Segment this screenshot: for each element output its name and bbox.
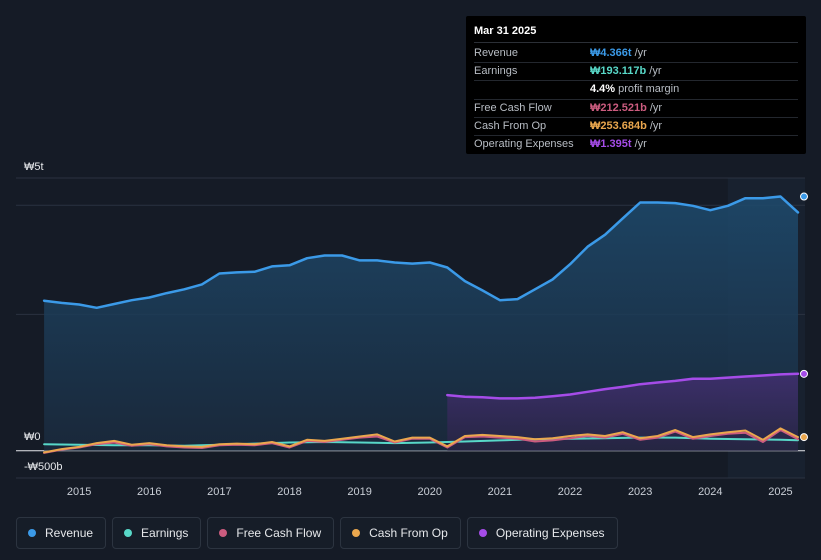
x-tick-label: 2016 bbox=[137, 486, 161, 498]
x-tick-label: 2020 bbox=[418, 486, 442, 498]
cash-from-op-line bbox=[43, 427, 799, 454]
x-tick-label: 2024 bbox=[698, 486, 722, 498]
series-lines bbox=[42, 195, 800, 454]
revenue-dot-icon bbox=[28, 529, 36, 537]
tooltip-label: Free Cash Flow bbox=[474, 101, 552, 114]
tooltip-row-earnings: Earnings ₩193.117b /yr bbox=[474, 63, 798, 82]
free-cash-flow-line bbox=[43, 429, 799, 454]
cash-from-op-endpoint bbox=[800, 433, 808, 442]
series-endpoints bbox=[800, 192, 808, 442]
y-axis-bottom-label: -₩500b bbox=[24, 461, 63, 473]
x-tick-label: 2021 bbox=[488, 486, 512, 498]
earnings-dot-icon bbox=[124, 529, 133, 537]
legend-label: Revenue bbox=[45, 526, 94, 540]
x-tick-label: 2015 bbox=[67, 486, 91, 498]
operating-expenses-area bbox=[447, 373, 798, 451]
x-axis-ticks: 2015 2016 2017 2018 2019 2020 2021 2022 2023 2024… bbox=[67, 486, 793, 498]
tooltip-value: ₩1.395t bbox=[590, 137, 632, 150]
tooltip-label: Earnings bbox=[474, 65, 518, 78]
tooltip-label: Cash From Op bbox=[474, 119, 547, 132]
x-tick-label: 2019 bbox=[347, 486, 371, 498]
revenue-area bbox=[44, 196, 799, 451]
tooltip-value: ₩193.117b bbox=[590, 65, 647, 78]
x-tick-label: 2023 bbox=[628, 486, 652, 498]
x-tick-label: 2017 bbox=[207, 486, 231, 498]
legend-item-earnings[interactable]: Earnings bbox=[112, 517, 202, 549]
legend-label: Earnings bbox=[141, 526, 189, 540]
tooltip-label: Operating Expenses bbox=[474, 137, 574, 150]
tooltip-unit: /yr bbox=[649, 101, 663, 114]
operating-expenses-endpoint bbox=[800, 369, 808, 378]
tooltip-row-revenue: Revenue ₩4.366t /yr bbox=[474, 45, 798, 64]
series-areas bbox=[44, 196, 799, 451]
x-tick-label: 2018 bbox=[277, 486, 301, 498]
revenue-line bbox=[42, 195, 800, 310]
tooltip-value: ₩253.684b bbox=[590, 119, 647, 132]
legend-item-operating-expenses[interactable]: Operating Expenses bbox=[466, 517, 618, 549]
tooltip-value: ₩4.366t bbox=[590, 47, 632, 59]
x-tick-label: 2022 bbox=[558, 486, 582, 498]
tooltip-unit: profit margin bbox=[618, 83, 680, 96]
tooltip-label: Revenue bbox=[474, 47, 519, 59]
tooltip-row-cash-from-op: Cash From Op ₩253.684b /yr bbox=[474, 118, 798, 136]
legend-label: Free Cash Flow bbox=[236, 526, 322, 540]
tooltip-unit: /yr bbox=[649, 119, 663, 132]
y-axis-top-label: ₩5t bbox=[24, 161, 44, 173]
operating-expenses-line bbox=[446, 372, 800, 400]
tooltip-value: 4.4% bbox=[590, 83, 616, 96]
tooltip-unit: /yr bbox=[634, 47, 647, 59]
data-tooltip: Mar 31 2025 Revenue ₩4.366t /yr Earnings… bbox=[466, 16, 806, 154]
tooltip-row-operating-expenses: Operating Expenses ₩1.395t /yr bbox=[474, 136, 798, 153]
tooltip-label bbox=[474, 81, 590, 98]
legend-item-revenue[interactable]: Revenue bbox=[16, 517, 107, 549]
operating-expenses-dot-icon bbox=[478, 529, 487, 537]
free-cash-flow-dot-icon bbox=[219, 529, 228, 537]
tooltip-value: ₩212.521b bbox=[590, 101, 647, 114]
tooltip-unit: /yr bbox=[634, 137, 647, 150]
cash-from-op-dot-icon bbox=[352, 529, 361, 537]
legend-label: Operating Expenses bbox=[495, 526, 605, 540]
legend-label: Cash From Op bbox=[369, 526, 448, 540]
legend-item-cash-from-op[interactable]: Cash From Op bbox=[340, 517, 461, 549]
tooltip-unit: /yr bbox=[649, 65, 662, 78]
y-axis-zero-label: ₩0 bbox=[24, 431, 41, 443]
tooltip-row-profit-margin: 4.4% profit margin bbox=[474, 81, 798, 100]
x-tick-label: 2025 bbox=[768, 486, 792, 498]
tooltip-date: Mar 31 2025 bbox=[474, 24, 798, 43]
financial-chart: ₩5t ₩0 -₩500b 2015 2016 2017 2018 2019 2020 20… bbox=[16, 161, 808, 498]
tooltip-row-free-cash-flow: Free Cash Flow ₩212.521b /yr bbox=[474, 100, 798, 118]
revenue-endpoint bbox=[800, 192, 808, 201]
legend-item-free-cash-flow[interactable]: Free Cash Flow bbox=[207, 517, 335, 549]
chart-legend: Revenue Earnings Free Cash Flow Cash Fro… bbox=[16, 517, 618, 549]
